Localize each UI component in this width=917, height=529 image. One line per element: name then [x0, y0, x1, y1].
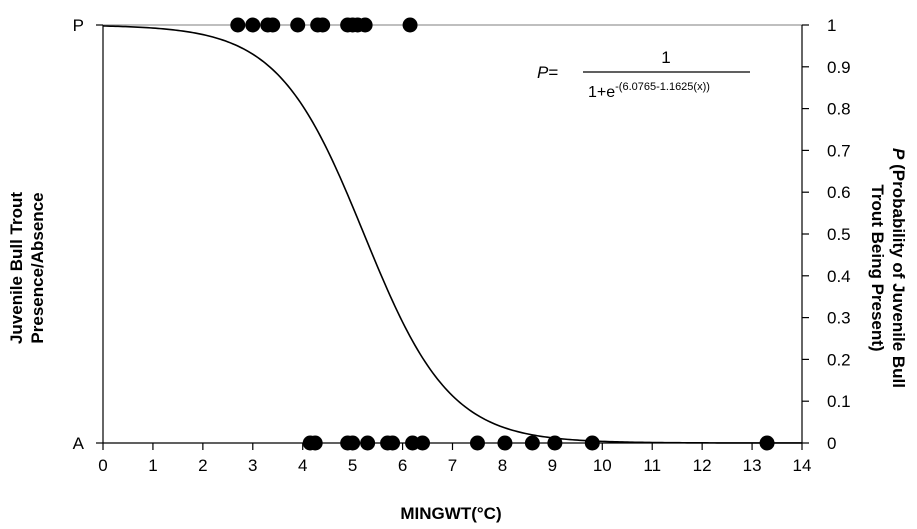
right-axis-title-line2: Trout Being Present) [868, 184, 887, 351]
presence-point [357, 17, 373, 33]
left-axis-title-line2: Presence/Absence [28, 192, 47, 343]
x-axis-title: MINGWT(°C) [400, 504, 501, 523]
logistic-curve [102, 25, 802, 444]
x-tick-label: 6 [398, 456, 407, 475]
absence-point [307, 435, 323, 451]
x-tick-label: 8 [498, 456, 507, 475]
x-tick-label: 0 [98, 456, 107, 475]
y-right-tick-label: 0.9 [827, 58, 851, 77]
x-tick-label: 11 [643, 456, 661, 475]
presence-point [402, 17, 418, 33]
x-tick-label: 3 [248, 456, 257, 475]
y-right-tick-label: 0.1 [827, 392, 851, 411]
right-axis-title-line1: P (Probability of Juvenile Bull [889, 148, 908, 388]
absence-point [547, 435, 563, 451]
x-tick-label: 5 [348, 456, 357, 475]
presence-point [230, 17, 246, 33]
y-right-tick-label: 0 [827, 434, 836, 453]
presence-point [315, 17, 331, 33]
right-axis-title-p: P [889, 148, 908, 160]
x-tick-label: 9 [548, 456, 557, 475]
absence-point [759, 435, 775, 451]
absence-point [469, 435, 485, 451]
x-tick-label: 10 [593, 456, 612, 475]
left-axis-title-line1: Juvenile Bull Trout [7, 192, 26, 344]
absence-point [584, 435, 600, 451]
absence-point [524, 435, 540, 451]
y-right-tick-label: 0.2 [827, 350, 851, 369]
presence-point [265, 17, 281, 33]
equation-denominator: 1+e-(6.0765-1.1625(x)) [588, 81, 710, 101]
presence-point [245, 17, 261, 33]
y-left-tick-label: P [73, 16, 84, 35]
data-points [230, 17, 775, 451]
absence-point [385, 435, 401, 451]
equation: P= 1 1+e-(6.0765-1.1625(x)) [537, 48, 750, 101]
presence-point [290, 17, 306, 33]
y-right-tick-label: 0.5 [827, 225, 851, 244]
y-left-tick-label: A [73, 434, 85, 453]
absence-point [345, 435, 361, 451]
y-right-tick-label: 1 [827, 16, 836, 35]
absence-point [415, 435, 431, 451]
absence-point [497, 435, 513, 451]
x-tick-label: 4 [298, 456, 307, 475]
x-tick-label: 13 [743, 456, 762, 475]
right-axis-title-text: (Probability of Juvenile Bull [889, 164, 908, 388]
y-ticks-right: 0 0.1 0.2 0.3 0.4 0.5 0.6 0.7 0.8 0.9 1 [802, 16, 851, 453]
plot-area: 0 1 2 3 4 5 6 7 8 9 10 11 12 13 14 00.10.20.30.40.50.6… [73, 16, 851, 475]
absence-point [360, 435, 376, 451]
equation-lhs: P= [537, 63, 558, 82]
x-tick-label: 14 [793, 456, 812, 475]
x-tick-label: 7 [448, 456, 457, 475]
equation-numerator: 1 [661, 48, 670, 67]
x-tick-label: 12 [693, 456, 712, 475]
y-right-tick-label: 0.7 [827, 141, 851, 160]
right-axis-title: P (Probability of Juvenile Bull Trout Be… [868, 148, 908, 388]
y-right-tick-label: 0.8 [827, 100, 851, 119]
x-tick-label: 1 [148, 456, 157, 475]
y-ticks-left: AP [73, 16, 103, 453]
x-ticks: 0 1 2 3 4 5 6 7 8 9 10 11 12 13 14 [98, 443, 811, 475]
x-tick-label: 2 [198, 456, 207, 475]
equation-exponent: -(6.0765-1.1625(x)) [615, 81, 710, 93]
left-axis-title: Juvenile Bull Trout Presence/Absence [7, 192, 47, 344]
y-right-tick-label: 0.3 [827, 309, 851, 328]
y-right-tick-label: 0.4 [827, 267, 851, 286]
y-right-tick-label: 0.6 [827, 183, 851, 202]
